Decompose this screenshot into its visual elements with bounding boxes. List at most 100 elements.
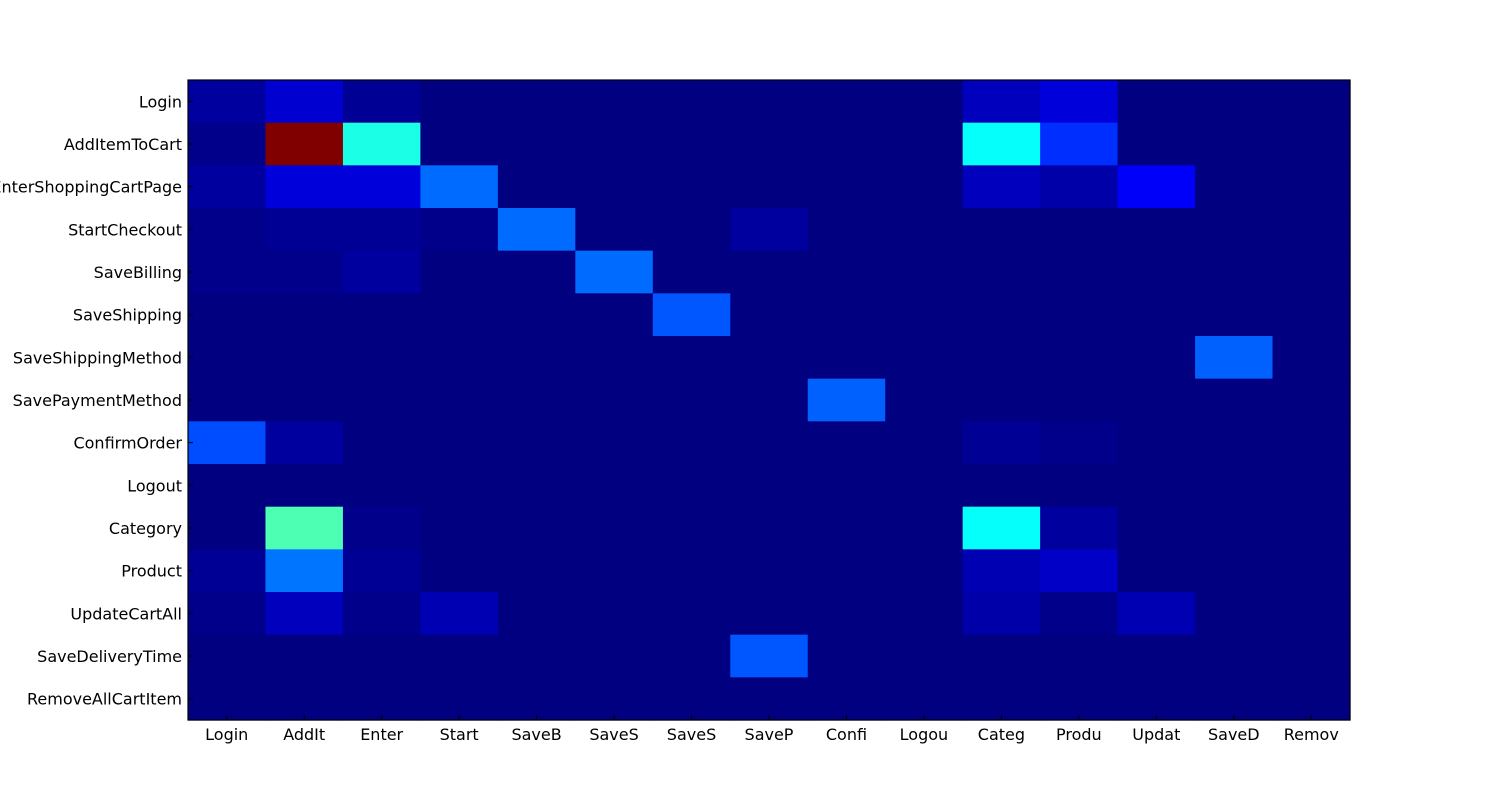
heatmap-cell <box>420 634 499 678</box>
heatmap-cell <box>420 293 499 337</box>
x-tick-label: Categ <box>978 725 1025 744</box>
heatmap-cell <box>575 592 654 636</box>
heatmap-cell <box>1272 464 1351 508</box>
heatmap-cell <box>652 293 731 337</box>
heatmap-cell <box>1117 122 1196 166</box>
heatmap-cell <box>188 421 267 465</box>
heatmap-cell <box>1272 250 1351 294</box>
heatmap-cell <box>652 677 731 721</box>
heatmap-cell <box>1040 208 1119 252</box>
heatmap-cell <box>730 250 809 294</box>
heatmap-cell <box>652 634 731 678</box>
x-tick-label: Confi <box>826 725 867 744</box>
heatmap-cell <box>1040 421 1119 465</box>
heatmap-cell <box>1040 634 1119 678</box>
heatmap-cell <box>1117 165 1196 209</box>
heatmap-cell <box>962 293 1041 337</box>
heatmap-cell <box>342 592 421 636</box>
heatmap-cell <box>420 592 499 636</box>
heatmap-cell <box>188 122 267 166</box>
heatmap-cell <box>420 208 499 252</box>
heatmap-cell <box>497 677 576 721</box>
y-tick-label: Login <box>139 92 182 111</box>
heatmap-cell <box>962 464 1041 508</box>
heatmap-cells <box>188 80 1351 721</box>
heatmap-cell <box>420 122 499 166</box>
heatmap-cell <box>885 293 964 337</box>
heatmap-cell <box>575 378 654 422</box>
heatmap-cell <box>342 336 421 380</box>
heatmap-cell <box>807 165 886 209</box>
heatmap-cell <box>1195 336 1274 380</box>
heatmap-cell <box>962 677 1041 721</box>
heatmap-cell <box>575 336 654 380</box>
heatmap-cell <box>188 677 267 721</box>
heatmap-cell <box>265 634 344 678</box>
heatmap-cell <box>420 464 499 508</box>
heatmap-cell <box>342 421 421 465</box>
heatmap-cell <box>1272 122 1351 166</box>
heatmap-cell <box>342 677 421 721</box>
heatmap-cell <box>420 549 499 593</box>
heatmap-cell <box>342 122 421 166</box>
heatmap-cell <box>497 592 576 636</box>
heatmap-cell <box>807 677 886 721</box>
heatmap-cell <box>807 634 886 678</box>
heatmap-cell <box>188 549 267 593</box>
heatmap-cell <box>1040 506 1119 550</box>
heatmap-cell <box>1195 122 1274 166</box>
heatmap-cell <box>1117 250 1196 294</box>
heatmap-cell <box>885 80 964 124</box>
heatmap-cell <box>575 677 654 721</box>
heatmap-cell <box>885 421 964 465</box>
heatmap-cell <box>1040 464 1119 508</box>
heatmap-cell <box>1195 549 1274 593</box>
heatmap-cell <box>575 80 654 124</box>
y-tick-label: StartCheckout <box>68 220 182 239</box>
x-tick-label: SaveS <box>589 725 638 744</box>
heatmap-cell <box>1195 634 1274 678</box>
heatmap-cell <box>575 165 654 209</box>
heatmap-cell <box>1195 421 1274 465</box>
x-tick-label: SaveD <box>1208 725 1260 744</box>
heatmap-cell <box>730 634 809 678</box>
heatmap-cell <box>1040 165 1119 209</box>
heatmap-cell <box>652 122 731 166</box>
heatmap-cell <box>885 677 964 721</box>
heatmap-cell <box>420 421 499 465</box>
heatmap-cell <box>575 293 654 337</box>
heatmap-cell <box>962 165 1041 209</box>
heatmap-cell <box>1117 293 1196 337</box>
heatmap-cell <box>1117 208 1196 252</box>
heatmap-cell <box>1195 378 1274 422</box>
heatmap-cell <box>807 421 886 465</box>
heatmap-cell <box>497 293 576 337</box>
heatmap-cell <box>1117 336 1196 380</box>
y-tick-label: AddItemToCart <box>64 135 182 154</box>
y-tick-label: SaveBilling <box>94 263 182 282</box>
heatmap-cell <box>730 549 809 593</box>
heatmap-cell <box>1117 464 1196 508</box>
heatmap-cell <box>497 378 576 422</box>
heatmap-cell <box>1195 293 1274 337</box>
heatmap-cell <box>497 634 576 678</box>
heatmap-cell <box>497 80 576 124</box>
x-tick-label: Produ <box>1056 725 1102 744</box>
heatmap-cell <box>1272 165 1351 209</box>
heatmap-cell <box>652 165 731 209</box>
heatmap-cell <box>652 506 731 550</box>
heatmap-cell <box>497 208 576 252</box>
heatmap-cell <box>962 506 1041 550</box>
heatmap-cell <box>807 549 886 593</box>
heatmap-cell <box>265 80 344 124</box>
heatmap-cell <box>1195 592 1274 636</box>
heatmap-cell <box>497 549 576 593</box>
heatmap-cell <box>575 421 654 465</box>
y-tick-label: Category <box>109 519 182 538</box>
heatmap-cell <box>575 506 654 550</box>
heatmap-cell <box>497 336 576 380</box>
heatmap-cell <box>807 336 886 380</box>
heatmap-cell <box>962 80 1041 124</box>
x-tick-label: Start <box>440 725 479 744</box>
heatmap-cell <box>1272 336 1351 380</box>
